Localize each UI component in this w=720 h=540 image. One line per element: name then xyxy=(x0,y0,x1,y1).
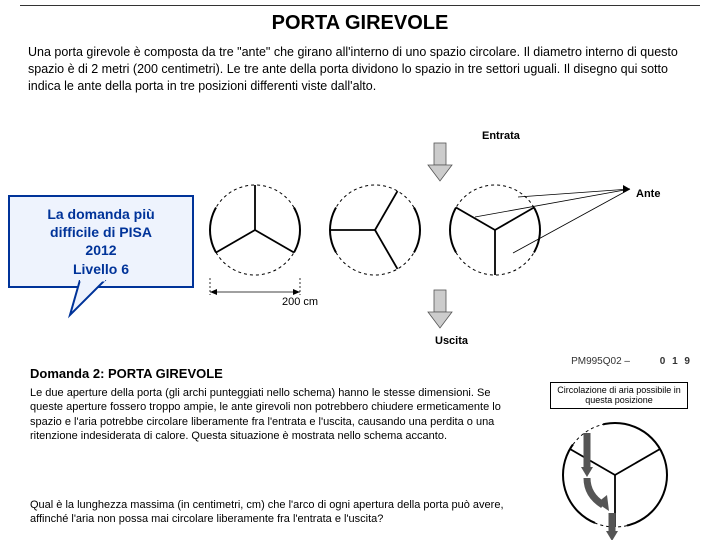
revolving-door-diagram xyxy=(195,125,715,355)
question-code: PM995Q02 – xyxy=(571,356,630,367)
top-divider xyxy=(20,5,700,6)
callout-line: difficile di PISA xyxy=(16,223,186,241)
side-box-caption: Circolazione di aria possibile in questa… xyxy=(550,382,688,409)
question-prompt: Qual è la lunghezza massima (in centimet… xyxy=(30,498,520,527)
question-body: Le due aperture della porta (gli archi p… xyxy=(30,386,520,443)
callout-box: La domanda più difficile di PISA 2012 Li… xyxy=(8,195,188,288)
callout-tail-icon xyxy=(60,280,120,320)
page-title: PORTA GIREVOLE xyxy=(0,12,720,35)
callout-line: La domanda più xyxy=(16,205,186,223)
callout-line: 2012 xyxy=(16,241,186,259)
callout-line: Livello 6 xyxy=(16,260,186,278)
question-code-numbers: 0 1 9 xyxy=(660,356,692,367)
question-header: Domanda 2: PORTA GIREVOLE xyxy=(30,366,223,381)
airflow-diagram xyxy=(540,415,690,540)
intro-paragraph: Una porta girevole è composta da tre "an… xyxy=(28,44,692,95)
